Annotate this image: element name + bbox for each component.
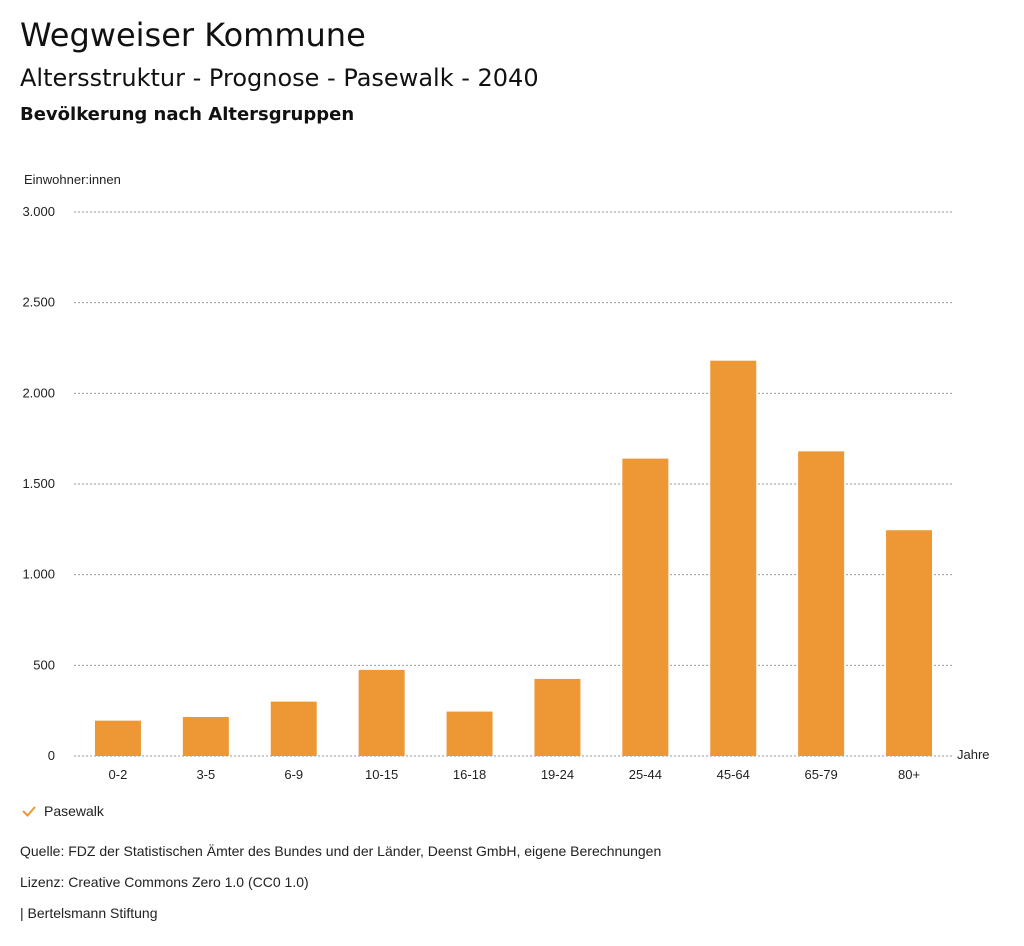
legend-label: Pasewalk: [44, 803, 104, 819]
bar-65-79[interactable]: [798, 451, 845, 756]
x-tick-labels: 0-2 3-5 6-9 10-15 16-18 19-24 25-44 45-64 65-79 8…: [109, 767, 921, 782]
chart-subtitle: Altersstruktur - Prognose - Pasewalk - 2…: [20, 64, 539, 92]
x-tick-label: 25-44: [629, 767, 662, 782]
x-axis-label: Jahre: [957, 747, 990, 762]
check-icon: [22, 806, 36, 817]
y-tick-label: 1.000: [22, 567, 55, 582]
y-tick-label: 1.500: [22, 476, 55, 491]
y-tick-label: 3.000: [22, 204, 55, 219]
bar-25-44[interactable]: [622, 458, 669, 756]
bar-45-64[interactable]: [710, 360, 757, 756]
y-tick-label: 2.500: [22, 295, 55, 310]
x-tick-label: 45-64: [717, 767, 750, 782]
bar-chart: Einwohner:innen 0 500 1.000 1.500 2.000 2.500…: [22, 172, 990, 782]
y-tick-label: 500: [33, 657, 55, 672]
page-title: Wegweiser Kommune: [20, 16, 366, 54]
y-tick-labels: 0 500 1.000 1.500 2.000 2.500 3.000: [22, 204, 55, 763]
legend-item-pasewalk[interactable]: Pasewalk: [20, 802, 104, 820]
y-axis-label: Einwohner:innen: [24, 172, 121, 187]
publisher-note: | Bertelsmann Stiftung: [20, 905, 158, 921]
bar-0-2[interactable]: [94, 720, 141, 756]
x-tick-label: 80+: [898, 767, 920, 782]
source-note: Quelle: FDZ der Statistischen Ämter des …: [20, 843, 662, 859]
x-tick-label: 65-79: [805, 767, 838, 782]
bar-19-24[interactable]: [534, 678, 581, 756]
x-tick-label: 0-2: [109, 767, 128, 782]
x-tick-label: 3-5: [196, 767, 215, 782]
x-tick-label: 16-18: [453, 767, 486, 782]
x-tick-label: 6-9: [284, 767, 303, 782]
y-tick-label: 2.000: [22, 385, 55, 400]
x-tick-label: 19-24: [541, 767, 574, 782]
y-tick-label: 0: [48, 748, 55, 763]
x-tick-label: 10-15: [365, 767, 398, 782]
bar-16-18[interactable]: [446, 711, 493, 756]
bars: [94, 360, 933, 756]
bar-6-9[interactable]: [270, 701, 317, 756]
bar-80+[interactable]: [886, 530, 933, 756]
bar-10-15[interactable]: [358, 669, 405, 756]
chart-section-title: Bevölkerung nach Altersgruppen: [20, 104, 355, 125]
bar-3-5[interactable]: [182, 717, 229, 756]
license-note: Lizenz: Creative Commons Zero 1.0 (CC0 1…: [20, 874, 309, 890]
